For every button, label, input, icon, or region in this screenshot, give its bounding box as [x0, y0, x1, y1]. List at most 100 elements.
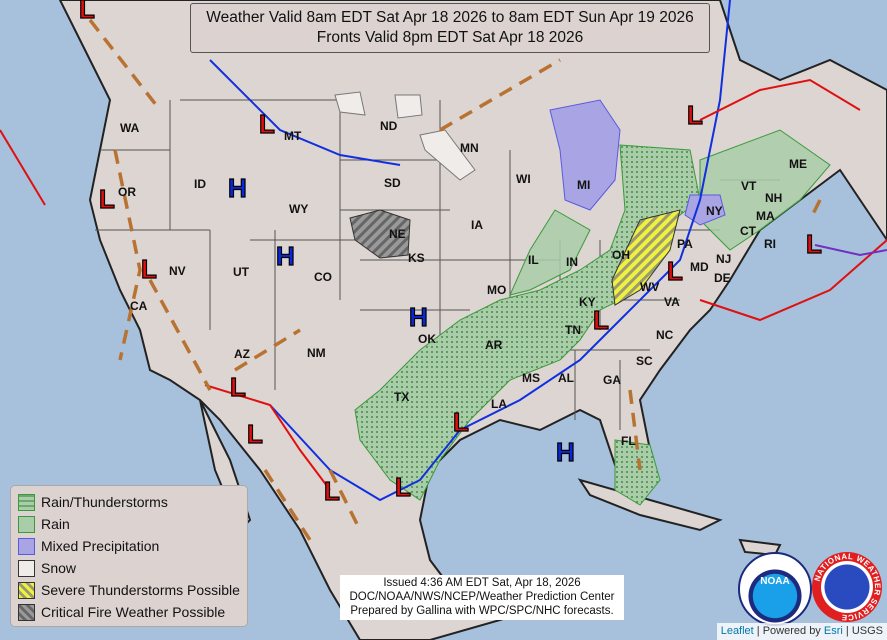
high-pressure-icon: H	[556, 437, 575, 467]
low-pressure-icon: L	[99, 184, 115, 214]
state-label: MA	[756, 209, 775, 223]
state-label: CO	[314, 270, 332, 284]
legend-label: Critical Fire Weather Possible	[41, 604, 226, 620]
warm-front-ne	[699, 78, 861, 121]
legend-label: Rain/Thunderstorms	[41, 494, 168, 510]
noaa-logo[interactable]: NOAA	[738, 552, 812, 626]
state-label: NE	[389, 227, 406, 241]
state-label: TN	[565, 323, 581, 337]
legend-item-rain-thunderstorms: Rain/Thunderstorms	[18, 491, 247, 513]
nws-logo-ring: NATIONAL WEATHER SERVICE	[813, 552, 882, 622]
occluded-front	[814, 244, 887, 257]
state-label: DE	[714, 271, 731, 285]
state-label: ME	[789, 157, 807, 171]
legend-item-rain: Rain	[18, 513, 247, 535]
cold-front	[209, 59, 401, 166]
legend-item-mixed: Mixed Precipitation	[18, 535, 247, 557]
rain-area	[699, 129, 831, 251]
state-label: NC	[656, 328, 674, 342]
state-label: CA	[130, 299, 148, 313]
warm-front	[204, 384, 331, 491]
state-label: NV	[169, 264, 186, 278]
state-label: MI	[577, 178, 590, 192]
state-label: AR	[485, 338, 503, 352]
legend-label: Mixed Precipitation	[41, 538, 160, 554]
forecast-title: Weather Valid 8am EDT Sat Apr 18 2026 to…	[190, 3, 710, 53]
high-pressure-icon: H	[228, 173, 247, 203]
low-pressure-icon: L	[79, 0, 95, 24]
usgs-text: USGS	[851, 625, 883, 637]
snow-swatch	[18, 559, 35, 577]
state-label: MT	[284, 129, 302, 143]
issued-time: Issued 4:36 AM EDT Sat, Apr 18, 2026	[383, 577, 581, 589]
state-label: IA	[471, 218, 483, 232]
state-label: WY	[289, 202, 308, 216]
state-label: NY	[706, 204, 723, 218]
fire-swatch	[18, 603, 35, 621]
state-label: OR	[118, 185, 136, 199]
nws-logo[interactable]: NATIONAL WEATHER SERVICE	[812, 552, 882, 622]
low-pressure-icon: L	[259, 109, 275, 139]
nws-logo-text: NATIONAL WEATHER SERVICE	[813, 552, 882, 622]
low-pressure-centers: L L L L L L L L L L L L L	[78, 0, 822, 507]
state-label: MO	[487, 283, 506, 297]
state-label: GA	[603, 373, 621, 387]
state-label: VA	[664, 295, 680, 309]
state-label: NM	[307, 346, 326, 360]
separator: |	[756, 625, 760, 637]
cold-front-gulf	[269, 0, 731, 502]
precip-areas	[334, 91, 831, 506]
state-label: UT	[233, 265, 250, 279]
state-label: TX	[394, 390, 409, 404]
low-pressure-icon: L	[324, 476, 340, 506]
powered-by-text: Powered by	[762, 625, 821, 637]
state-label: FL	[621, 434, 636, 448]
low-pressure-icon: L	[395, 472, 411, 502]
leaflet-link[interactable]: Leaflet	[720, 625, 754, 637]
state-label: MN	[460, 141, 479, 155]
state-label: KY	[579, 295, 596, 309]
state-label: WI	[516, 172, 531, 186]
state-label: OH	[612, 248, 630, 262]
legend: Rain/Thunderstorms Rain Mixed Precipitat…	[10, 485, 248, 627]
legend-item-severe: Severe Thunderstorms Possible	[18, 579, 247, 601]
separator: |	[845, 625, 849, 637]
rain-thunderstorms-florida	[614, 439, 661, 506]
state-label: WA	[120, 121, 140, 135]
noaa-logo-text: NOAA	[760, 576, 790, 587]
severe-thunderstorms-area	[611, 209, 681, 306]
low-pressure-icon: L	[141, 254, 157, 284]
low-pressure-icon: L	[687, 100, 703, 130]
mixed-precip-swatch	[18, 537, 35, 555]
stationary-front	[699, 239, 887, 322]
mixed-precip-area	[549, 99, 621, 211]
issuing-office: DOC/NOAA/NWS/NCEP/Weather Prediction Cen…	[349, 591, 615, 603]
state-label: SC	[636, 354, 653, 368]
pacific-front	[0, 129, 46, 206]
state-label: NJ	[716, 252, 731, 266]
rain-swatch	[18, 515, 35, 533]
state-label: NH	[765, 191, 782, 205]
legend-item-fire: Critical Fire Weather Possible	[18, 601, 247, 623]
state-label: RI	[764, 237, 776, 251]
state-label: ID	[194, 177, 206, 191]
legend-item-snow: Snow	[18, 557, 247, 579]
high-pressure-centers: H H H H	[227, 172, 575, 467]
esri-link[interactable]: Esri	[823, 625, 843, 637]
state-label: LA	[491, 397, 507, 411]
map-attribution: Leaflet | Powered by Esri | USGS	[716, 623, 887, 640]
state-label: SD	[384, 176, 401, 190]
state-label: WV	[640, 280, 659, 294]
critical-fire-area	[349, 209, 411, 259]
state-label: VT	[741, 179, 757, 193]
state-label: ND	[380, 119, 398, 133]
low-pressure-icon: L	[230, 372, 246, 402]
fronts	[0, 0, 887, 502]
legend-label: Snow	[41, 560, 77, 576]
low-pressure-icon: L	[593, 305, 609, 335]
valid-time-line: Weather Valid 8am EDT Sat Apr 18 2026 to…	[206, 9, 694, 26]
low-pressure-icon: L	[806, 229, 822, 259]
low-pressure-icon: L	[453, 407, 469, 437]
state-label: AL	[558, 371, 574, 385]
